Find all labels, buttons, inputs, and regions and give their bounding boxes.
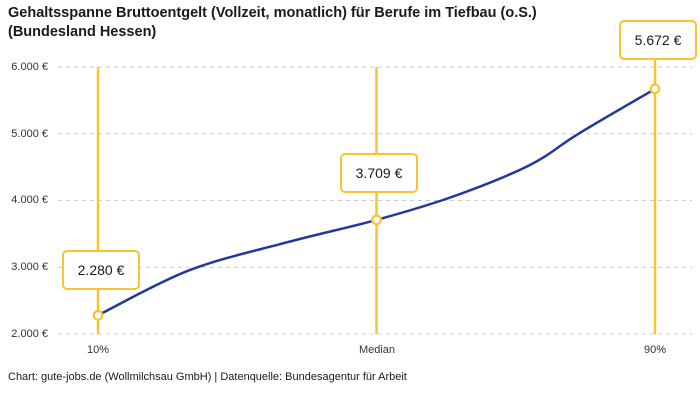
value-label-90th-percentile: 5.672 € bbox=[619, 20, 697, 60]
y-axis-tick-2000: 2.000 € bbox=[11, 328, 48, 340]
y-axis-tick-3000: 3.000 € bbox=[11, 261, 48, 273]
chart-title: Gehaltsspanne Bruttoentgelt (Vollzeit, m… bbox=[8, 5, 537, 40]
salary-curve bbox=[96, 87, 657, 317]
x-axis-tick-10pct: 10% bbox=[86, 344, 110, 356]
gridlines bbox=[58, 66, 692, 335]
y-axis-tick-6000: 6.000 € bbox=[11, 61, 48, 73]
marker-Median bbox=[371, 214, 382, 226]
marker-90% bbox=[649, 83, 661, 95]
x-axis-tick-median: Median bbox=[358, 344, 396, 356]
y-axis-tick-4000: 4.000 € bbox=[11, 194, 48, 206]
data-point-markers bbox=[92, 83, 661, 321]
value-label-median: 3.709 € bbox=[340, 153, 418, 193]
chart-source-footer: Chart: gute-jobs.de (Wollmilchsau GmbH) … bbox=[8, 371, 407, 383]
marker-10% bbox=[92, 309, 104, 321]
y-axis-tick-5000: 5.000 € bbox=[11, 128, 48, 140]
value-label-10th-percentile: 2.280 € bbox=[62, 250, 140, 290]
percentile-lines bbox=[96, 60, 657, 334]
x-axis-tick-90pct: 90% bbox=[643, 344, 667, 356]
